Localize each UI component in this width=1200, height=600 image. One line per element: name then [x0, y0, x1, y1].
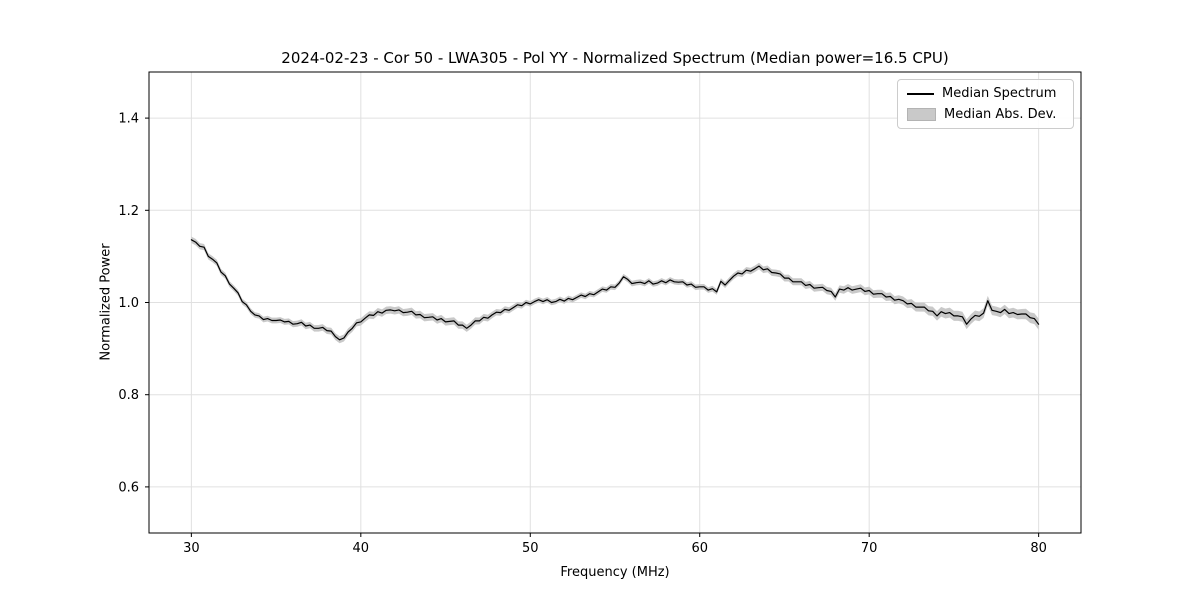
- y-tick-label: 1.2: [118, 204, 139, 219]
- x-tick-label: 30: [183, 541, 200, 556]
- y-axis-label: Normalized Power: [98, 243, 114, 361]
- median-line: [190, 239, 1040, 341]
- y-tick-label: 1.4: [118, 112, 139, 127]
- x-tick-label: 60: [691, 541, 708, 556]
- legend-label-median-spectrum: Median Spectrum: [942, 86, 1057, 101]
- legend-item-median-abs-dev: Median Abs. Dev.: [907, 106, 1065, 123]
- x-axis-label: Frequency (MHz): [560, 565, 670, 580]
- y-tick-label: 1.0: [118, 296, 139, 311]
- x-tick-label: 80: [1030, 541, 1047, 556]
- x-tick-label: 40: [353, 541, 370, 556]
- patch-sample-icon: [907, 108, 936, 121]
- line-sample-icon: [907, 92, 934, 95]
- plot-title: 2024-02-23 - Cor 50 - LWA305 - Pol YY - …: [281, 49, 949, 67]
- legend-item-median-spectrum: Median Spectrum: [907, 85, 1065, 102]
- y-tick-label: 0.6: [118, 480, 139, 495]
- x-tick-label: 50: [522, 541, 539, 556]
- mad-band: [191, 236, 1039, 344]
- legend-label-median-abs-dev: Median Abs. Dev.: [944, 107, 1057, 122]
- x-tick-label: 70: [861, 541, 878, 556]
- y-tick-label: 0.8: [118, 388, 139, 403]
- legend: Median Spectrum Median Abs. Dev.: [897, 79, 1074, 129]
